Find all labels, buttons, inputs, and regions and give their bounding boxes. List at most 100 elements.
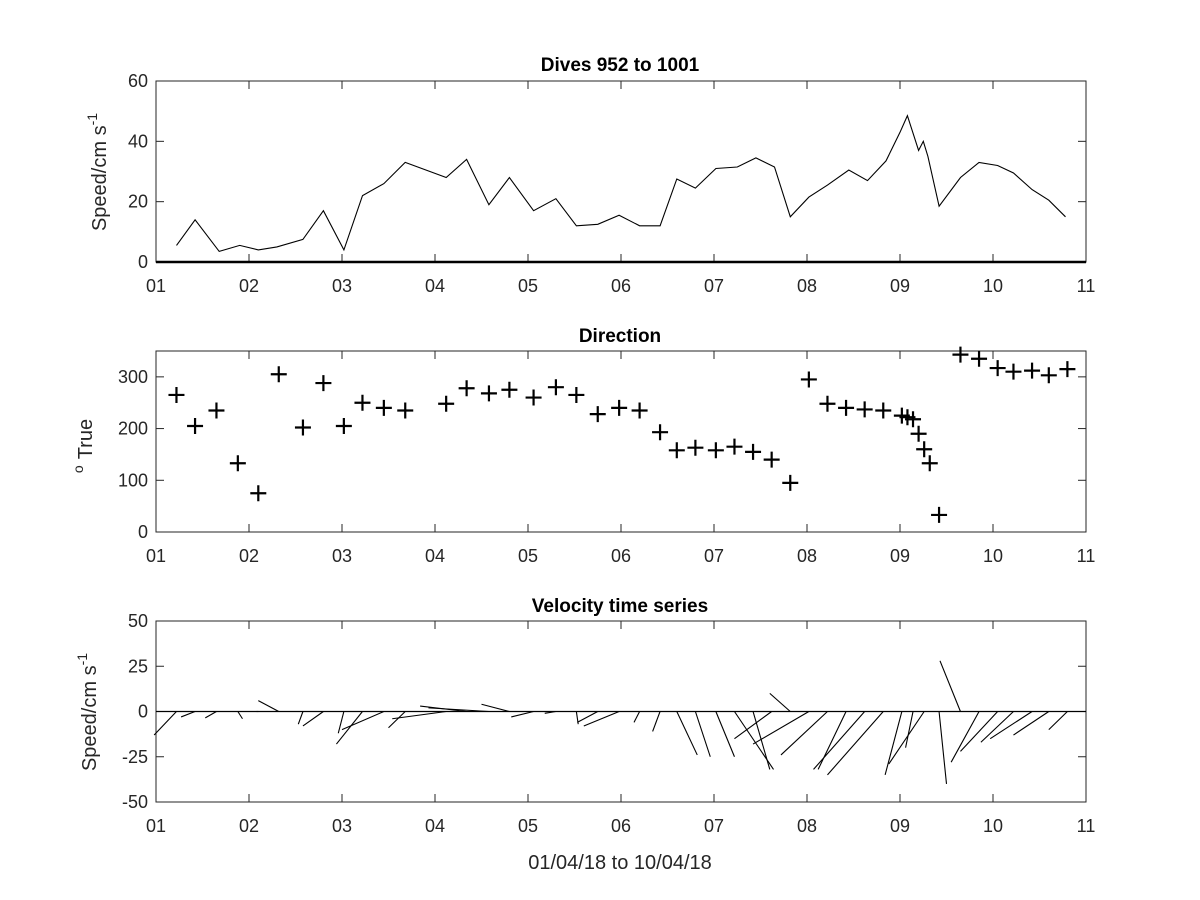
- velocity-ylabel-superscript: -1: [74, 653, 90, 666]
- direction-point: [819, 395, 836, 412]
- velocity-vector: [950, 711, 980, 763]
- direction-point: [1040, 367, 1057, 384]
- velocity-vector: [652, 711, 661, 732]
- direction-point: [726, 438, 743, 455]
- velocity-xlabel: 01/04/18 to 10/04/18: [528, 852, 712, 874]
- speed-panel: 01 02 03 04 05 06 07 08 09 10 11 0 20 40 60: [128, 71, 1095, 296]
- velocity-vector: [392, 710, 447, 720]
- direction-point: [547, 379, 564, 396]
- direction-point: [668, 442, 685, 459]
- velocity-vector: [258, 700, 280, 712]
- direction-point: [270, 366, 287, 383]
- direction-panel: 01 02 03 04 05 06 07 08 09 10 11 0 100 200 300: [118, 346, 1095, 566]
- direction-xtick-label: 09: [890, 546, 910, 566]
- velocity-xtick-label: 01: [146, 816, 166, 836]
- direction-point: [611, 399, 628, 416]
- direction-point: [438, 395, 455, 412]
- direction-xtick-label: 08: [797, 546, 817, 566]
- direction-xtick-label: 02: [239, 546, 259, 566]
- direction-point: [800, 371, 817, 388]
- speed-xtick-label: 07: [704, 276, 724, 296]
- direction-ylabel-main: True: [75, 419, 97, 459]
- direction-point: [458, 380, 475, 397]
- velocity-ytick-label: -25: [122, 747, 148, 767]
- direction-point: [315, 375, 332, 392]
- velocity-vector: [813, 711, 866, 770]
- velocity-vector: [577, 711, 599, 723]
- velocity-vector: [827, 711, 884, 776]
- direction-point: [397, 402, 414, 419]
- speed-axes-frame: [155, 80, 1087, 263]
- velocity-vector: [938, 711, 948, 784]
- direction-point: [707, 442, 724, 459]
- speed-xtick-label: 01: [146, 276, 166, 296]
- direction-point: [782, 474, 799, 491]
- velocity-xtick-label: 08: [797, 816, 817, 836]
- direction-point: [687, 439, 704, 456]
- velocity-vector: [153, 711, 177, 736]
- speed-xtick-label: 08: [797, 276, 817, 296]
- velocity-vector: [769, 692, 791, 712]
- direction-point: [480, 385, 497, 402]
- velocity-xtick-label: 02: [239, 816, 259, 836]
- velocity-xtick-label: 09: [890, 816, 910, 836]
- direction-point: [921, 455, 938, 472]
- velocity-vector: [180, 710, 196, 718]
- direction-point: [952, 346, 969, 363]
- velocity-vector: [715, 711, 735, 757]
- direction-xtick-label: 03: [332, 546, 352, 566]
- direction-ytick-label: 0: [138, 522, 148, 542]
- direction-point: [168, 386, 185, 403]
- direction-point: [187, 417, 204, 434]
- speed-title: Dives 952 to 1001: [541, 55, 700, 76]
- direction-point: [568, 386, 585, 403]
- velocity-vector: [205, 711, 217, 719]
- direction-point: [856, 401, 873, 418]
- velocity-xtick-label: 06: [611, 816, 631, 836]
- velocity-xtick-label: 03: [332, 816, 352, 836]
- velocity-ytick-label: 25: [128, 656, 148, 676]
- speed-ytick-label: 0: [138, 252, 148, 272]
- velocity-vector: [980, 711, 1014, 743]
- direction-point: [989, 360, 1006, 377]
- velocity-vector: [817, 711, 847, 770]
- direction-xtick-label: 01: [146, 546, 166, 566]
- direction-point: [1024, 362, 1041, 379]
- direction-point: [354, 394, 371, 411]
- direction-point: [763, 451, 780, 468]
- velocity-vector: [428, 707, 489, 713]
- speed-ytick-label: 40: [128, 131, 148, 151]
- speed-xtick-label: 06: [611, 276, 631, 296]
- velocity-vector: [1013, 711, 1050, 736]
- direction-point: [916, 441, 933, 458]
- velocity-vector: [633, 711, 641, 723]
- direction-point: [631, 402, 648, 419]
- velocity-vector: [888, 711, 925, 765]
- direction-point: [652, 424, 669, 441]
- velocity-vector: [388, 711, 406, 729]
- direction-xtick-label: 07: [704, 546, 724, 566]
- velocity-vector: [335, 711, 363, 745]
- direction-ytick-label: 300: [118, 367, 148, 387]
- speed-xtick-label: 09: [890, 276, 910, 296]
- speed-xtick-label: 10: [983, 276, 1003, 296]
- direction-ylabel: o True: [70, 419, 97, 473]
- speed-series-line: [176, 114, 1066, 253]
- velocity-vector: [297, 711, 304, 725]
- direction-xtick-label: 04: [425, 546, 445, 566]
- direction-point: [589, 406, 606, 423]
- direction-point: [375, 399, 392, 416]
- velocity-title: Velocity time series: [532, 596, 708, 617]
- velocity-vector: [752, 711, 810, 745]
- speed-xtick-label: 11: [1077, 276, 1096, 296]
- velocity-panel: 01 02 03 04 05 06 07 08 09 10 11 -50 -25 0 25 50: [122, 611, 1095, 836]
- velocity-vector: [905, 711, 914, 748]
- velocity-vector: [989, 711, 1033, 740]
- direction-ylabel-superscript: o: [70, 465, 86, 473]
- velocity-vector: [583, 710, 620, 727]
- direction-axes-frame: [155, 350, 1087, 533]
- velocity-vector: [511, 710, 534, 718]
- speed-ylabel-main: Speed/cm s: [89, 125, 111, 231]
- velocity-vector: [341, 710, 385, 731]
